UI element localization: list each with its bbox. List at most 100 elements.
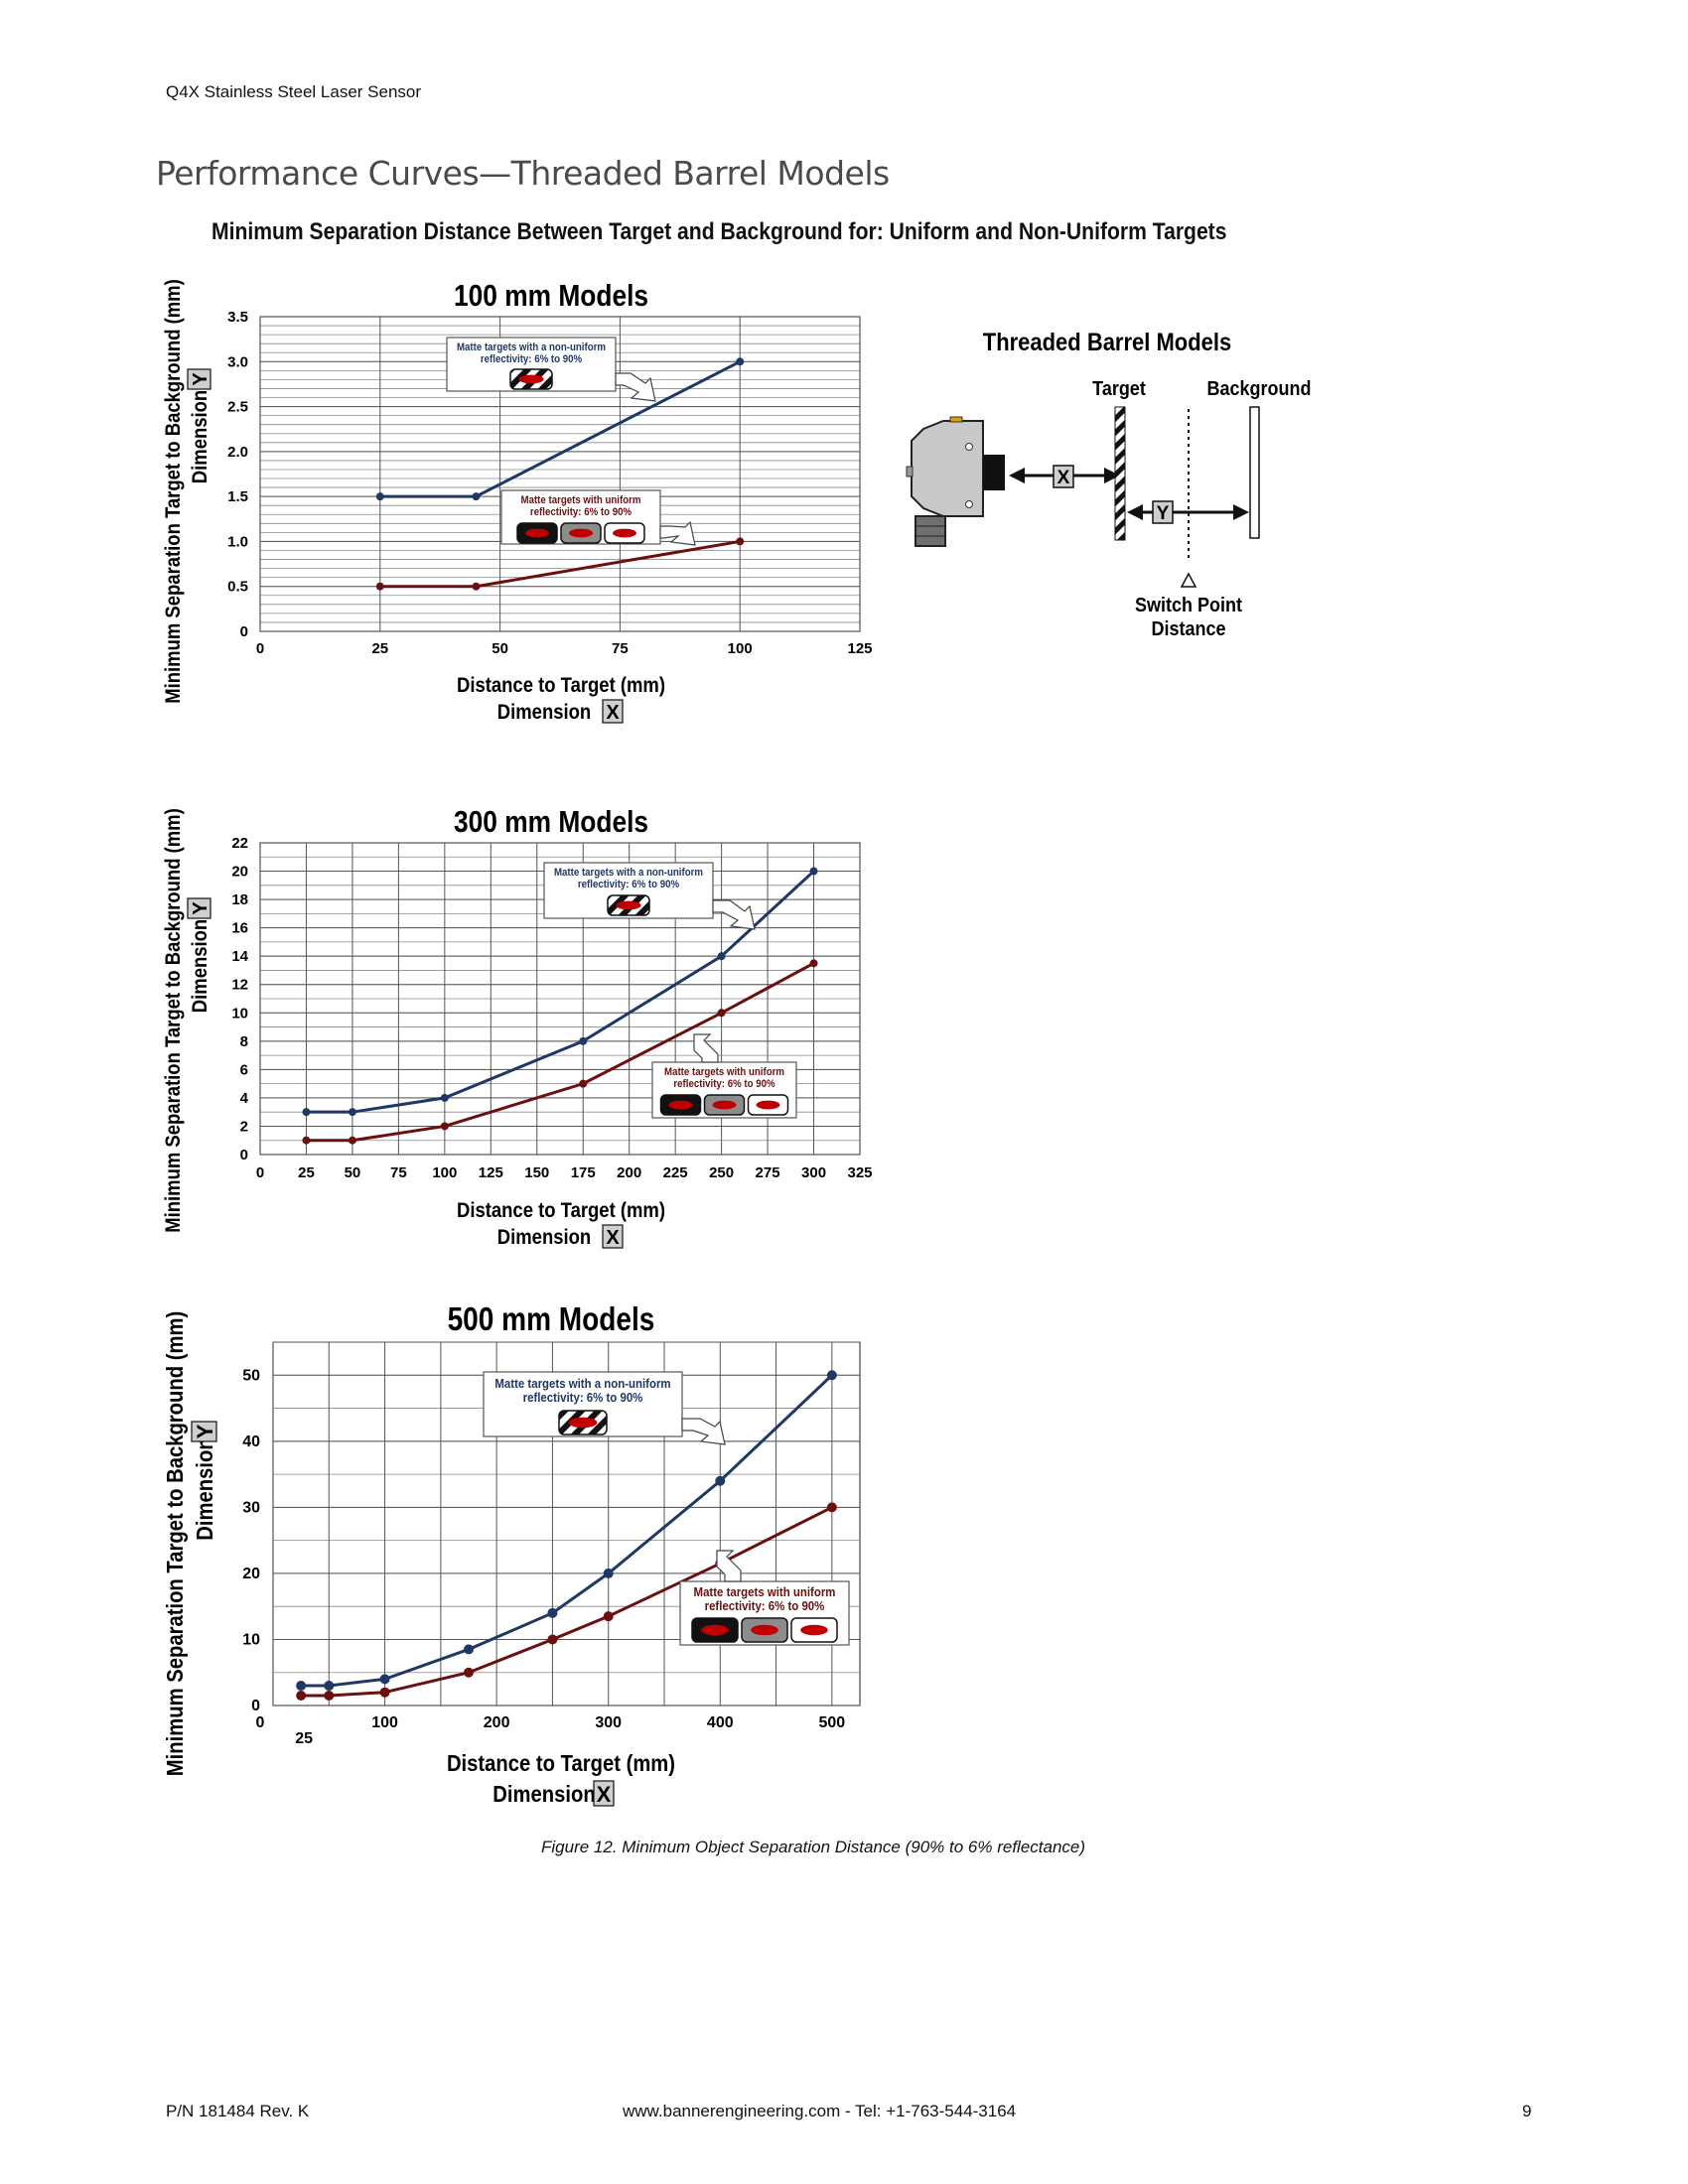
diagram-background-label: Background	[1207, 378, 1312, 400]
footer-part-number: P/N 181484 Rev. K	[166, 2102, 310, 2120]
chart-title: 100 mm Models	[454, 279, 648, 313]
x-tick-label: 150	[524, 1164, 549, 1181]
x-tick-label: 250	[709, 1164, 734, 1181]
x-axis-dimension-label: Dimension	[492, 1781, 595, 1808]
y-dimension-box-label: Y	[190, 372, 211, 386]
y-tick-label: 0	[240, 1147, 248, 1163]
y-tick-label: 0	[251, 1698, 260, 1714]
y-axis-label: Minimum Separation Target to Background …	[162, 279, 185, 704]
data-point	[302, 1136, 311, 1145]
data-point	[717, 1009, 726, 1018]
x-dimension-box-label: X	[606, 702, 620, 724]
x-tick-label: 125	[479, 1164, 503, 1181]
callout-text: Matte targets with uniform	[664, 1067, 784, 1079]
chart-title: 500 mm Models	[448, 1301, 655, 1338]
y-tick-label: 30	[242, 1499, 260, 1516]
x-tick-label: 100	[432, 1164, 457, 1181]
data-point	[809, 959, 818, 968]
callout-nonuniform: Matte targets with a non-uniformreflecti…	[446, 337, 656, 402]
y-tick-label: 16	[231, 920, 248, 937]
data-point	[579, 1036, 588, 1045]
data-point	[379, 1674, 390, 1685]
data-point	[826, 1502, 837, 1513]
laser-spot-icon	[701, 1624, 729, 1636]
figure-heading: Minimum Separation Distance Between Targ…	[211, 218, 1227, 245]
callout-arrow	[681, 1418, 726, 1445]
sensor-icon	[906, 416, 1005, 547]
data-point	[302, 1108, 311, 1117]
x-axis-label: Distance to Target (mm)	[447, 1750, 675, 1777]
data-point	[464, 1667, 474, 1678]
x-tick-label: 50	[345, 1164, 361, 1181]
x-tick-label: 325	[847, 1164, 872, 1181]
switch-point-marker	[1180, 572, 1197, 588]
laser-spot-icon	[518, 374, 544, 384]
switch-point-label-2: Distance	[1151, 618, 1225, 640]
x-tick-label: 300	[595, 1714, 622, 1731]
x-axis-dimension-label: Dimension	[497, 701, 591, 724]
chart-2: 0 2 4 6 8 10 12 14 16 18 20 22 0 25 50 75 100 125 150 175 20…	[162, 805, 873, 1249]
x-axis-label: Distance to Target (mm)	[457, 1199, 665, 1222]
callout-arrow	[693, 1033, 719, 1063]
x-tick-label: 225	[663, 1164, 688, 1181]
laser-spot-icon	[569, 528, 593, 538]
callout-text: Matte targets with uniform	[521, 495, 641, 507]
callout-text: Matte targets with a non-uniform	[554, 868, 703, 880]
y-tick-label: 3.0	[227, 353, 248, 370]
y-axis-dimension-group: Dimension Y	[187, 368, 211, 483]
x-axis-label: Distance to Target (mm)	[457, 674, 665, 697]
y-tick-label: 14	[231, 948, 248, 965]
x-dimension-box-label: X	[597, 1782, 612, 1807]
data-point	[348, 1108, 356, 1117]
y-axis-label-group: Minimum Separation Target to Background …	[162, 279, 185, 704]
y-tick-label: 12	[231, 977, 248, 994]
data-point	[324, 1691, 335, 1702]
callout-text: reflectivity: 6% to 90%	[673, 1079, 774, 1091]
y-axis-label: Minimum Separation Target to Background …	[162, 808, 185, 1233]
y-tick-label: 40	[242, 1433, 260, 1450]
data-point	[715, 1475, 726, 1486]
y-tick-label: 3.5	[227, 309, 248, 326]
y-axis-label-group: Minimum Separation Target to Background …	[162, 1311, 189, 1776]
data-point	[375, 492, 384, 501]
x-tick-label: 400	[707, 1714, 734, 1731]
figure-caption: Figure 12. Minimum Object Separation Dis…	[541, 1838, 1086, 1856]
y-axis-dimension-label: Dimension	[192, 1437, 218, 1540]
callout-text: Matte targets with a non-uniform	[494, 1376, 670, 1391]
y-tick-label: 50	[242, 1367, 260, 1384]
laser-spot-icon	[525, 528, 549, 538]
y-tick-label: 10	[242, 1631, 260, 1648]
x-tick-label: 100	[728, 640, 753, 657]
y-axis-label: Minimum Separation Target to Background …	[162, 1311, 189, 1776]
series-line-uniform	[306, 961, 815, 1143]
switch-point-label-1: Switch Point	[1135, 595, 1243, 616]
y-tick-label: 6	[240, 1061, 248, 1078]
y-dimension-box	[187, 897, 211, 919]
data-point	[296, 1681, 307, 1692]
data-point	[717, 952, 726, 961]
laser-spot-icon	[751, 1624, 778, 1636]
footer-page-number: 9	[1522, 2102, 1532, 2120]
background-bar	[1249, 406, 1260, 539]
data-point	[603, 1568, 614, 1578]
x-tick-label: 25	[295, 1730, 313, 1747]
x-tick-label: 0	[256, 1714, 265, 1731]
y-dimension-box-label: Y	[190, 901, 211, 915]
series-line-nonuniform	[306, 870, 815, 1114]
callout-nonuniform: Matte targets with a non-uniformreflecti…	[483, 1371, 726, 1445]
x-tick-label: 75	[390, 1164, 407, 1181]
y-axis-dimension-label: Dimension	[189, 390, 211, 483]
laser-spot-icon	[568, 1417, 598, 1429]
y-dimension-box	[187, 368, 211, 390]
x-tick-label: 25	[371, 640, 388, 657]
data-point	[809, 867, 818, 876]
data-point	[547, 1634, 558, 1645]
callout-box	[543, 862, 714, 919]
data-point	[348, 1136, 356, 1145]
y-dimension-box	[191, 1421, 217, 1442]
y-tick-label: 1.5	[227, 488, 248, 505]
x-dimension-arrow: X	[1009, 465, 1120, 488]
